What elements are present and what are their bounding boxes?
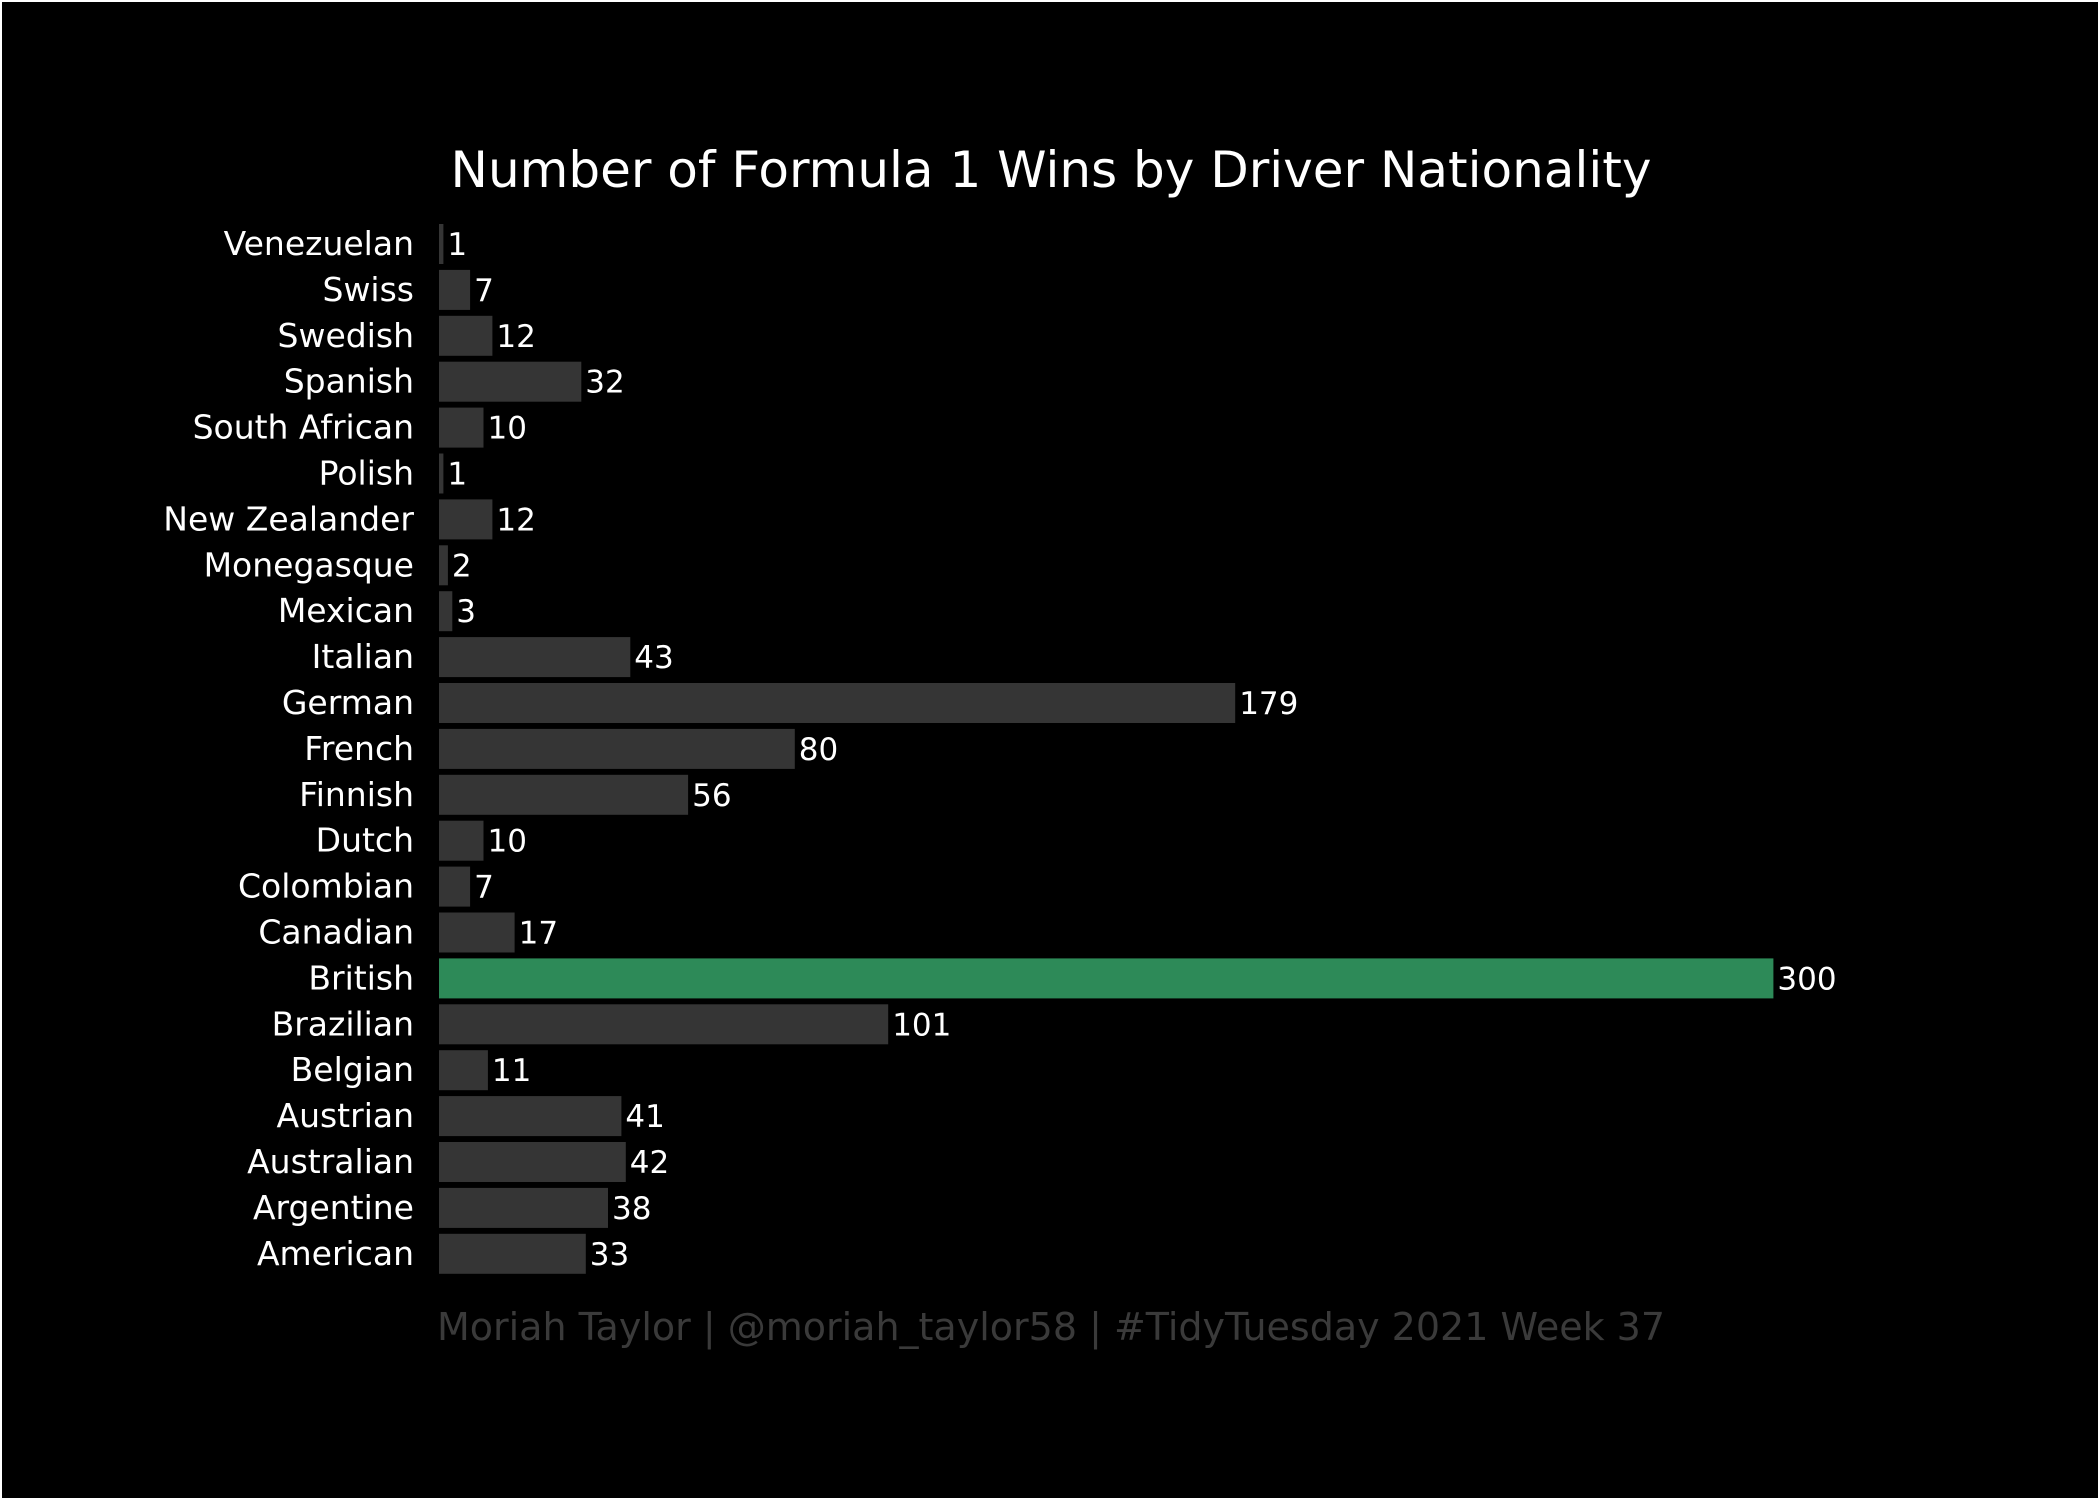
value-label-colombian: 7 bbox=[474, 870, 494, 906]
bar-australian bbox=[439, 1142, 626, 1182]
category-label-swiss: Swiss bbox=[323, 270, 415, 309]
value-label-finnish: 56 bbox=[692, 778, 731, 814]
category-label-monegasque: Monegasque bbox=[204, 545, 414, 584]
bar-british bbox=[439, 958, 1774, 999]
bar-monegasque bbox=[439, 545, 448, 586]
bar-american bbox=[439, 1233, 586, 1274]
chart-caption: Moriah Taylor | @moriah_taylor58 | #Tidy… bbox=[437, 1305, 1665, 1350]
bar-canadian bbox=[439, 912, 515, 953]
value-label-american: 33 bbox=[590, 1237, 629, 1273]
category-label-new-zealander: New Zealander bbox=[163, 499, 414, 538]
bar-swiss bbox=[439, 269, 471, 310]
category-label-australian: Australian bbox=[247, 1142, 414, 1181]
bar-spanish bbox=[439, 361, 582, 402]
value-label-german: 179 bbox=[1239, 686, 1298, 722]
category-label-argentine: Argentine bbox=[253, 1188, 414, 1227]
category-label-swedish: Swedish bbox=[278, 316, 414, 355]
bar-german bbox=[439, 683, 1236, 723]
category-label-spanish: Spanish bbox=[284, 362, 414, 401]
bar-venezuelan bbox=[439, 224, 444, 264]
category-label-mexican: Mexican bbox=[278, 591, 414, 630]
value-label-south-african: 10 bbox=[488, 411, 527, 447]
value-labels: 1712321011223431798056107173001011141423… bbox=[447, 227, 1836, 1273]
value-label-australian: 42 bbox=[630, 1145, 669, 1181]
value-label-british: 300 bbox=[1777, 961, 1836, 997]
value-label-swiss: 7 bbox=[474, 273, 494, 309]
bar-mexican bbox=[439, 591, 453, 632]
bar-swedish bbox=[439, 315, 493, 356]
category-label-american: American bbox=[257, 1234, 414, 1273]
category-label-colombian: Colombian bbox=[238, 867, 414, 906]
bar-italian bbox=[439, 637, 631, 678]
category-label-finnish: Finnish bbox=[299, 775, 414, 814]
value-label-french: 80 bbox=[799, 732, 838, 768]
value-label-belgian: 11 bbox=[492, 1053, 531, 1089]
category-label-belgian: Belgian bbox=[291, 1050, 414, 1089]
bar-austrian bbox=[439, 1096, 622, 1137]
bar-finnish bbox=[439, 774, 689, 815]
value-label-monegasque: 2 bbox=[452, 548, 472, 584]
category-label-french: French bbox=[304, 729, 414, 768]
bar-belgian bbox=[439, 1050, 488, 1091]
value-label-austrian: 41 bbox=[625, 1099, 664, 1135]
bar-brazilian bbox=[439, 1004, 889, 1045]
value-label-italian: 43 bbox=[634, 640, 673, 676]
bar-colombian bbox=[439, 866, 471, 907]
category-label-british: British bbox=[308, 958, 414, 997]
value-label-dutch: 10 bbox=[488, 824, 527, 860]
bar-dutch bbox=[439, 820, 484, 861]
bar-south-african bbox=[439, 407, 484, 448]
category-label-polish: Polish bbox=[319, 454, 414, 493]
chart-title: Number of Formula 1 Wins by Driver Natio… bbox=[451, 141, 1652, 199]
category-label-italian: Italian bbox=[312, 637, 414, 676]
bar-polish bbox=[439, 453, 444, 494]
category-label-south-african: South African bbox=[193, 408, 414, 447]
value-label-mexican: 3 bbox=[456, 594, 476, 630]
value-label-venezuelan: 1 bbox=[447, 227, 467, 263]
category-labels: Venezuelan Swiss Swedish Spanish South Afric… bbox=[163, 224, 414, 1273]
value-label-brazilian: 101 bbox=[892, 1007, 951, 1043]
category-label-venezuelan: Venezuelan bbox=[224, 224, 414, 263]
category-label-dutch: Dutch bbox=[316, 821, 414, 860]
value-label-spanish: 32 bbox=[585, 365, 624, 401]
category-label-german: German bbox=[282, 683, 414, 722]
value-label-new-zealander: 12 bbox=[496, 502, 535, 538]
category-label-canadian: Canadian bbox=[258, 913, 414, 952]
category-label-austrian: Austrian bbox=[277, 1096, 415, 1135]
value-label-canadian: 17 bbox=[519, 916, 558, 952]
value-label-swedish: 12 bbox=[496, 319, 535, 355]
bar-new-zealander bbox=[439, 499, 493, 540]
category-label-brazilian: Brazilian bbox=[272, 1004, 414, 1043]
bar-french bbox=[439, 728, 795, 769]
bar-argentine bbox=[439, 1187, 608, 1228]
value-label-argentine: 38 bbox=[612, 1191, 651, 1227]
value-label-polish: 1 bbox=[447, 457, 467, 493]
bars-group bbox=[439, 224, 1774, 1274]
